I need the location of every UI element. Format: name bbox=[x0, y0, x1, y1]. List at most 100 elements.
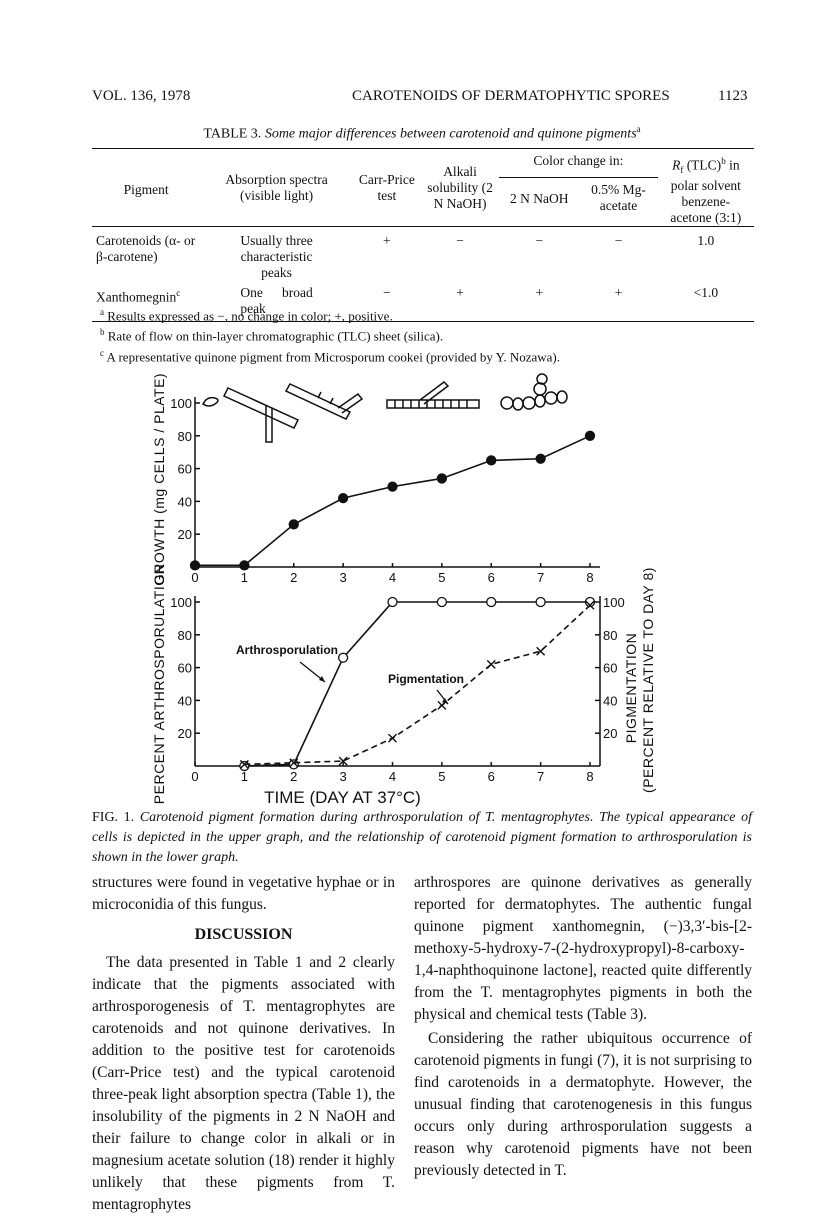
x-tick-label: 0 bbox=[191, 769, 198, 784]
point bbox=[239, 759, 249, 769]
column-header: Alkali solubility (2 N NaOH) bbox=[427, 163, 493, 211]
x-axis-label: TIME (DAY AT 37°C) bbox=[264, 788, 421, 807]
y2-tick-label: 100 bbox=[603, 595, 625, 610]
y-tick-label: 80 bbox=[178, 429, 192, 444]
rf-symbol: R bbox=[672, 157, 681, 173]
point bbox=[337, 652, 349, 663]
rf-tail: in polar solvent benzene-acetone (3:1) bbox=[670, 157, 742, 226]
page-number: 1123 bbox=[718, 88, 748, 104]
note-mark: b bbox=[100, 327, 105, 338]
point bbox=[436, 596, 448, 608]
x-tick-label: 7 bbox=[537, 769, 544, 784]
cell: + bbox=[456, 285, 464, 301]
arrow-head bbox=[319, 676, 325, 682]
y-tick-label: 60 bbox=[178, 462, 192, 477]
y2-tick-label: 60 bbox=[603, 661, 617, 676]
cell: − bbox=[383, 285, 391, 301]
paragraph: Considering the rather ubiquitous occurr… bbox=[414, 1030, 752, 1179]
cell: + bbox=[535, 285, 544, 301]
y-tick-label: 80 bbox=[178, 628, 192, 643]
footnote-text: Rate of flow on thin-layer chromatograph… bbox=[107, 328, 444, 344]
y-tick-label: 100 bbox=[170, 396, 192, 411]
paragraph: structures were found in vegetative hyph… bbox=[92, 874, 395, 913]
point bbox=[289, 758, 299, 768]
y-tick-label: 40 bbox=[178, 494, 192, 509]
point bbox=[239, 760, 250, 772]
running-title: CAROTENOIDS OF DERMATOPHYTIC SPORES bbox=[352, 88, 670, 104]
point bbox=[239, 560, 250, 571]
series-line bbox=[244, 601, 590, 767]
point bbox=[585, 600, 595, 610]
y2-axis-label: PIGMENTATION bbox=[623, 633, 639, 743]
series-annotation: Arthrosporulation bbox=[236, 643, 338, 657]
hypha bbox=[284, 383, 364, 420]
cell: Xanthomegninc bbox=[92, 281, 200, 322]
x-tick-label: 0 bbox=[191, 570, 198, 585]
point bbox=[288, 759, 299, 770]
cell: + bbox=[383, 233, 391, 249]
y-tick-label: 40 bbox=[178, 693, 192, 708]
y-tick-label: 20 bbox=[178, 726, 192, 741]
rf-sub: f bbox=[680, 165, 684, 176]
paragraph: arthrospores are quinone derivatives as … bbox=[414, 874, 752, 1023]
point bbox=[337, 492, 349, 504]
series-line bbox=[195, 435, 591, 567]
x-tick-label: 8 bbox=[586, 769, 593, 784]
x-tick-label: 6 bbox=[488, 769, 495, 784]
rf-rest: (TLC) bbox=[683, 157, 722, 173]
x-tick-label: 6 bbox=[488, 570, 495, 585]
point bbox=[584, 596, 596, 608]
point bbox=[189, 560, 201, 571]
y-tick-label: 20 bbox=[178, 527, 192, 542]
cell: Usually three characteristic peaks bbox=[240, 233, 313, 281]
footnote: c A representative quinone pigment from … bbox=[100, 345, 750, 365]
table-caption: Some major differences between carotenoi… bbox=[264, 126, 637, 142]
point bbox=[535, 453, 546, 464]
footnote: b Rate of flow on thin-layer chromatogra… bbox=[100, 324, 750, 344]
footnote-text: A representative quinone pigment from Mi… bbox=[106, 348, 560, 364]
series-annotation: Pigmentation bbox=[388, 672, 464, 686]
point bbox=[486, 455, 497, 466]
x-tick-label: 3 bbox=[340, 570, 347, 585]
x-tick-label: 4 bbox=[389, 570, 396, 585]
column-header: 0.5% Mg-acetate bbox=[591, 181, 646, 213]
volume: VOL. 136, 1978 bbox=[92, 88, 191, 104]
point bbox=[388, 733, 397, 743]
cell: − bbox=[535, 233, 544, 249]
arthroconidial-hypha bbox=[386, 381, 480, 409]
y-tick-label: 60 bbox=[178, 661, 192, 676]
x-tick-label: 8 bbox=[586, 570, 593, 585]
cell: <1.0 bbox=[693, 285, 719, 301]
point bbox=[387, 596, 398, 608]
caption-text: Carotenoid pigment formation during arth… bbox=[92, 810, 753, 865]
y2-tick-label: 80 bbox=[603, 628, 617, 643]
figure-caption: FIG. 1. Carotenoid pigment formation dur… bbox=[92, 808, 752, 868]
footnote-text: Results expressed as −, no change in col… bbox=[107, 308, 393, 324]
cell-drawings bbox=[202, 373, 568, 443]
point bbox=[338, 756, 348, 766]
column-header: Absorption spectra (visible light) bbox=[225, 171, 328, 203]
note-mark: b bbox=[721, 156, 726, 166]
point bbox=[535, 596, 546, 608]
section-heading: DISCUSSION bbox=[194, 926, 293, 943]
point bbox=[536, 646, 546, 656]
series-line bbox=[244, 604, 591, 766]
x-tick-label: 2 bbox=[290, 570, 297, 585]
x-tick-label: 5 bbox=[438, 570, 445, 585]
paragraph: The data presented in Table 1 and 2 clea… bbox=[92, 954, 395, 1213]
cell-text: Xanthomegnin bbox=[96, 289, 177, 305]
x-tick-label: 1 bbox=[241, 570, 248, 585]
cell: − bbox=[614, 233, 623, 249]
table-title: TABLE 3. Some major differences between … bbox=[92, 124, 752, 143]
point bbox=[387, 481, 398, 492]
footnote: a Results expressed as −, no change in c… bbox=[100, 304, 750, 324]
hypha bbox=[222, 387, 300, 443]
note-mark: c bbox=[100, 347, 104, 358]
y-axis-label: GROWTH (mg CELLS / PLATE) bbox=[151, 373, 167, 585]
cell: 1.0 bbox=[697, 233, 715, 249]
table-label: TABLE 3. bbox=[203, 126, 262, 142]
column-group: Color change in: bbox=[499, 148, 658, 178]
table: Pigment Absorption spectra (visible ligh… bbox=[92, 148, 754, 323]
